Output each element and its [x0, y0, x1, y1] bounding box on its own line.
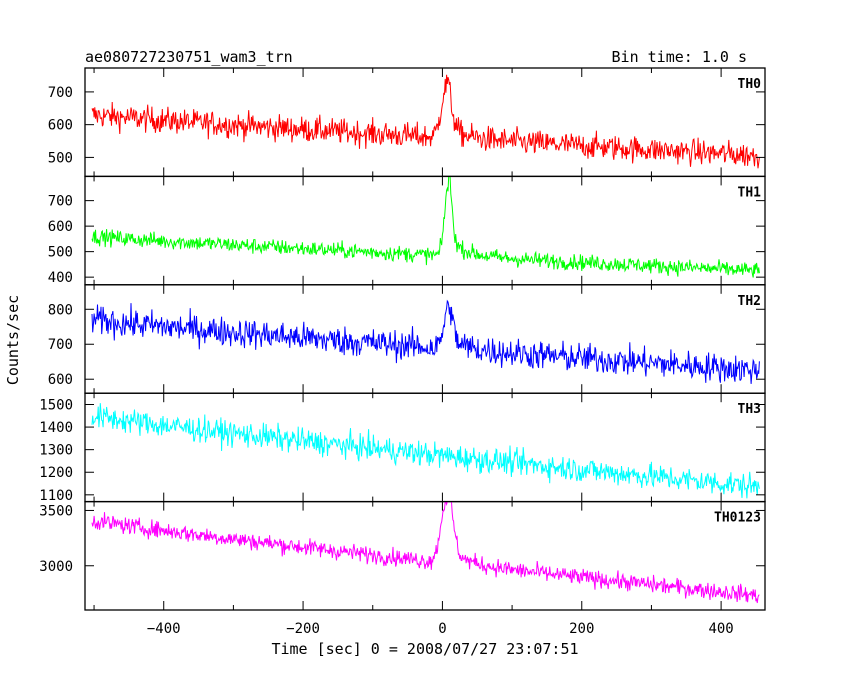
series-line-th0123	[91, 500, 760, 604]
panel-th3: 1100 1200 1300 1400 1500 TH3	[39, 392, 766, 504]
y-tick-label: 1500	[39, 397, 73, 413]
x-axis-label: Time [sec] 0 = 2008/07/27 23:07:51	[271, 640, 578, 658]
y-axis-label: Counts/sec	[4, 295, 22, 385]
panel-frame	[84, 500, 766, 611]
y-tick-label: 3500	[39, 503, 73, 519]
y-tick-label: 1200	[39, 465, 73, 481]
panel-label: TH1	[738, 185, 762, 200]
panel-th2: 600 700 800 TH2	[48, 284, 766, 394]
y-tick-label: 1400	[39, 420, 73, 436]
y-tick-label: 500	[48, 150, 73, 166]
y-tick-label: 700	[48, 337, 73, 353]
panel-frame	[84, 67, 766, 178]
panel-label: TH0	[738, 77, 762, 92]
panel-th0123: 3000 3500 TH0123	[39, 500, 766, 611]
panel-label: TH0123	[714, 511, 761, 526]
x-tick-label: −200	[286, 621, 320, 637]
y-tick-label: 400	[48, 270, 73, 286]
x-tick-label: 200	[569, 621, 594, 637]
panel-th1: 400 500 600 700 TH1	[48, 175, 766, 286]
y-tick-label: 1100	[39, 488, 73, 504]
panel-label: TH2	[738, 294, 761, 309]
chart-title: ae080727230751_wam3_trn	[85, 48, 293, 66]
series-line-th3	[91, 403, 760, 499]
y-tick-label: 600	[48, 372, 73, 388]
bin-time-label: Bin time: 1.0 s	[612, 48, 747, 66]
x-tick-label: 0	[438, 621, 446, 637]
y-tick-label: 700	[48, 85, 73, 101]
panel-frame	[84, 284, 766, 394]
x-tick-label: 400	[708, 621, 733, 637]
series-line-th0	[91, 74, 760, 169]
y-tick-label: 500	[48, 245, 73, 261]
y-tick-label: 600	[48, 219, 73, 235]
x-axis: −400 −200 0 200 400	[147, 621, 734, 637]
series-line-th1	[91, 175, 760, 278]
panel-frame	[84, 175, 766, 286]
panel-label: TH3	[738, 402, 761, 417]
y-tick-label: 1300	[39, 443, 73, 459]
y-tick-label: 3000	[39, 559, 73, 575]
panel-th0: 500 600 700 TH0	[48, 67, 766, 178]
y-tick-label: 600	[48, 118, 73, 134]
y-tick-label: 800	[48, 302, 73, 318]
x-tick-label: −400	[147, 621, 181, 637]
series-line-th2	[91, 299, 760, 384]
panels-group: 500 600 700 TH0 400 500 600 700 TH1 600 700 800 TH2 1…	[39, 67, 766, 611]
y-tick-label: 700	[48, 194, 73, 210]
